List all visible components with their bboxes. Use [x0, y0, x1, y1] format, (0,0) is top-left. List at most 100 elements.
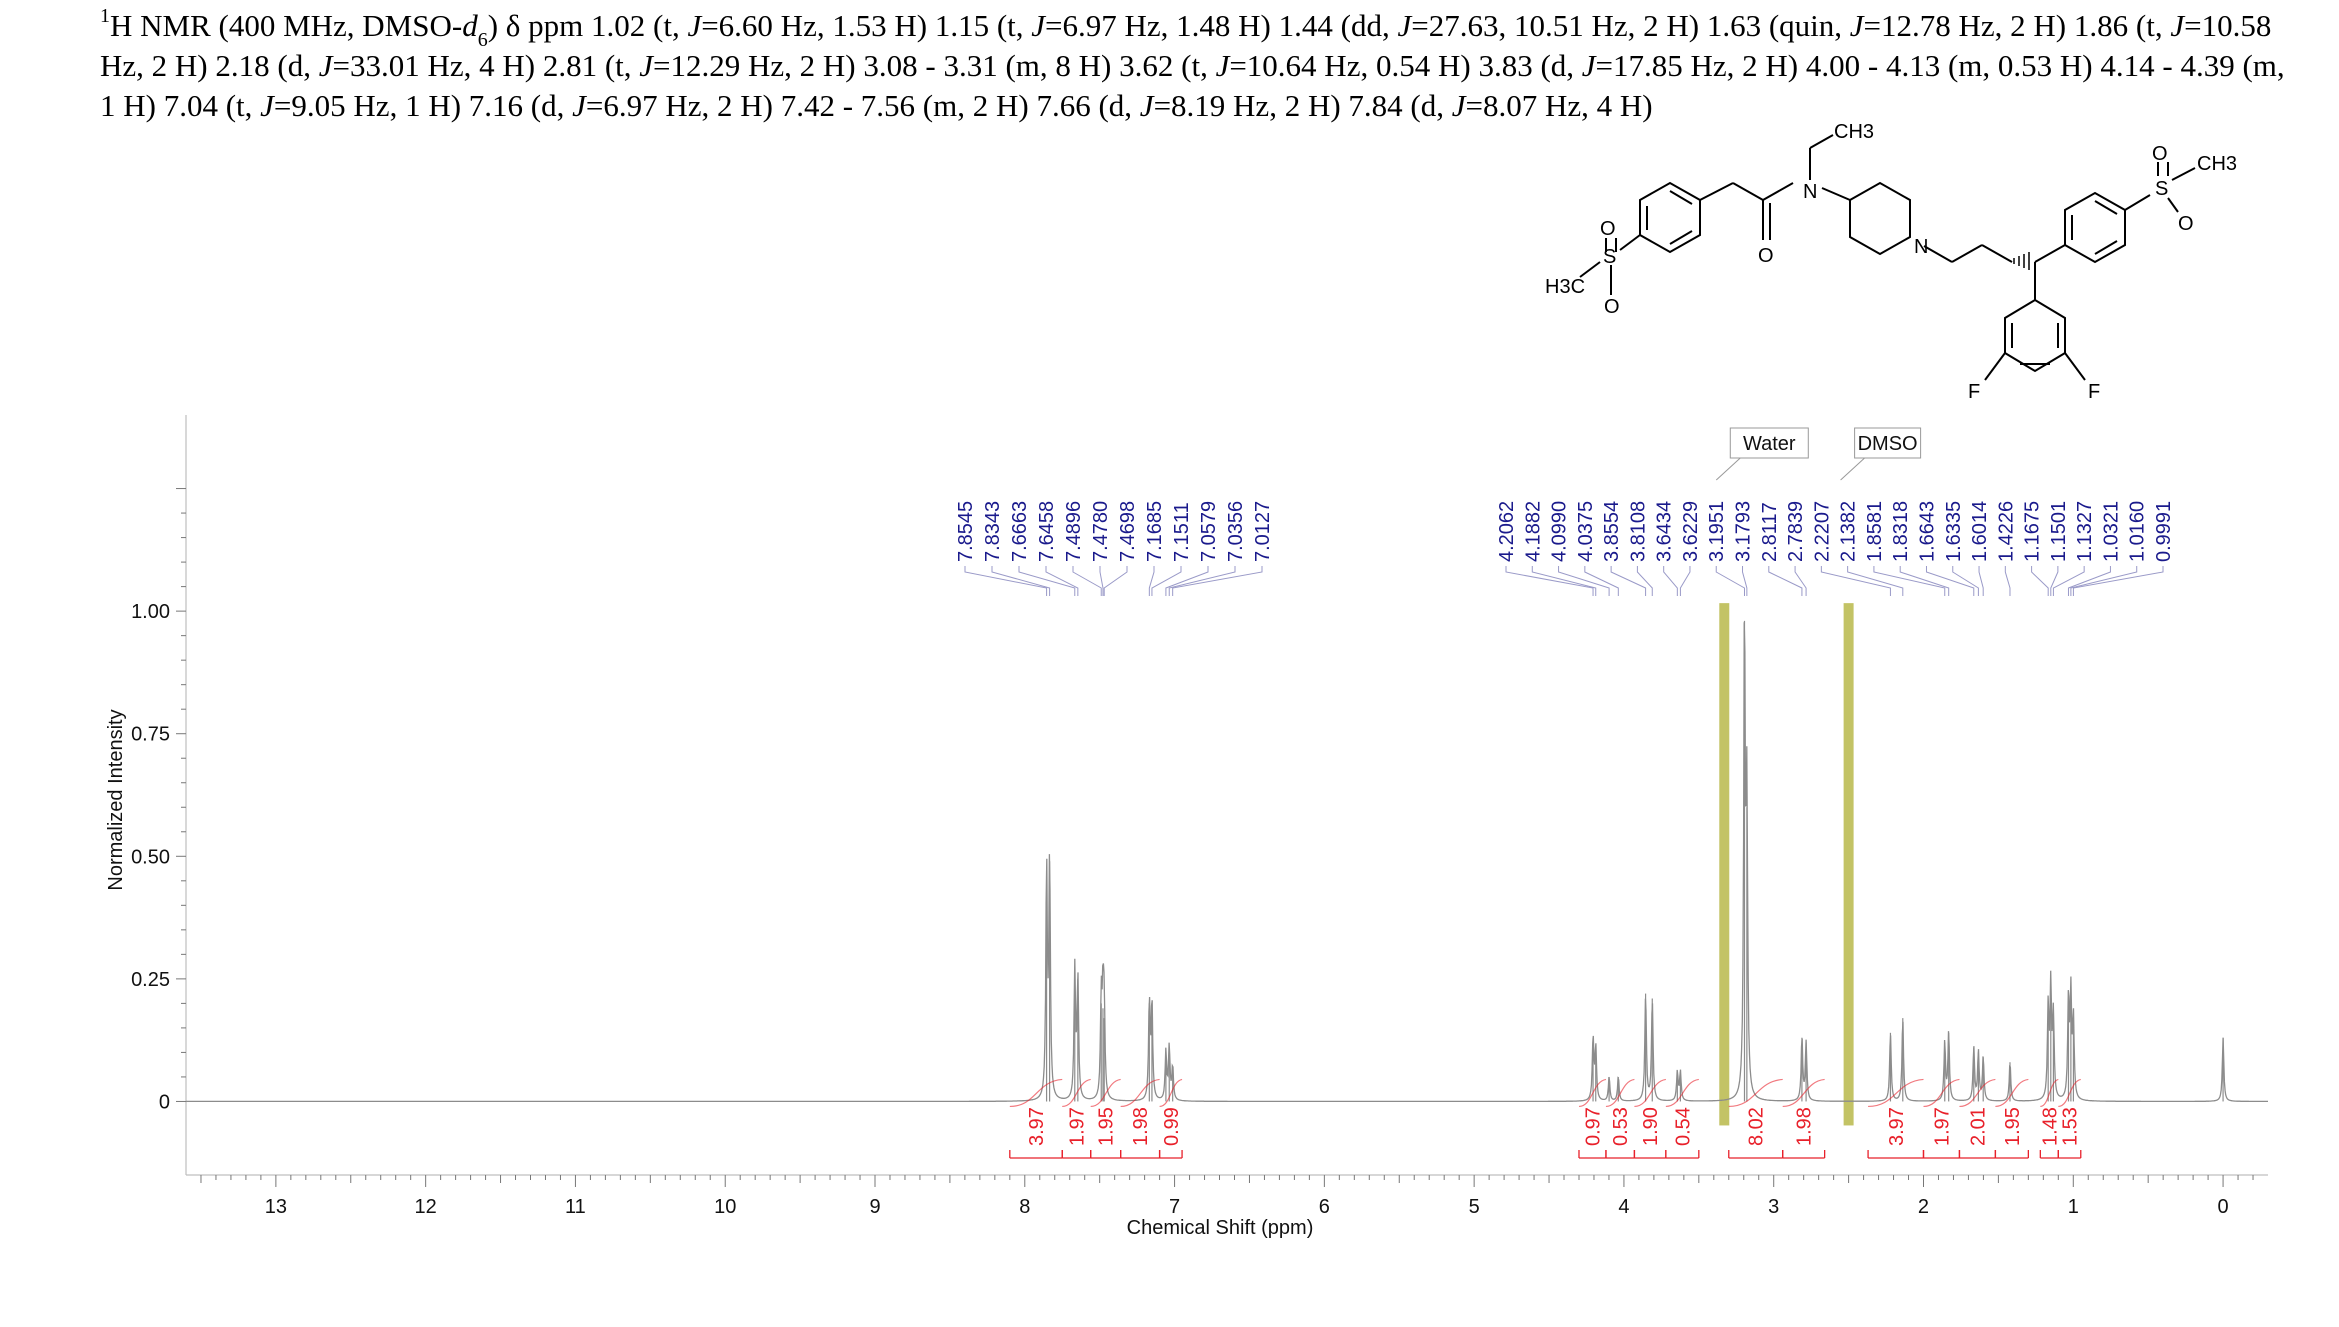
peak-label: 4.0990: [1549, 501, 1571, 562]
peak-list-j-label: J: [1451, 88, 1466, 123]
bond: [2167, 197, 2179, 213]
peak-list-j-value: =12.78 Hz: [1863, 8, 1995, 43]
integral-curve: [1782, 1078, 1825, 1108]
integral-value: 0.54: [1672, 1107, 1694, 1146]
nucleus-mass-number: 1: [100, 5, 110, 27]
x-tick-label: 10: [714, 1196, 736, 1218]
peak-list-shift: 3.08 - 3.31 (m: [863, 48, 1040, 83]
peak-list-entry: 1.02 (t, J=6.60 Hz, 1.53 H): [591, 8, 935, 43]
peak-list-entry: 7.42 - 7.56 (m, 2 H): [781, 88, 1037, 123]
aromatic-bond: [1669, 230, 1693, 245]
peak-label-leader: [2052, 566, 2085, 596]
bond: [1951, 244, 1983, 263]
integral-value: 1.97: [1931, 1107, 1953, 1146]
peak-list-shift: 3.62 (t: [1119, 48, 1201, 83]
x-tick-label: 5: [1469, 1196, 1480, 1218]
aromatic-bond: [2094, 200, 2118, 215]
peak-label-leader: [1715, 566, 1745, 596]
bond: [1923, 245, 1953, 263]
peak-label: 1.0321: [2100, 501, 2122, 562]
molecule-structure: [1579, 134, 2196, 381]
peak-list-j-label: J: [260, 88, 274, 123]
peak-list-hydrogens: , 2 H): [784, 48, 864, 83]
bond: [1981, 244, 2013, 263]
peak-list-hydrogens: , 1.53 H): [816, 8, 935, 43]
peak-label: 7.8545: [955, 501, 977, 562]
peak-list-shift: 7.42 - 7.56 (m: [780, 88, 958, 123]
peak-list-hydrogens: , 2 H): [136, 48, 216, 83]
peak-list-entry: 1.86 (t, J=10.58 Hz, 2 H): [100, 8, 2272, 83]
atom-label-s-left: S: [1603, 246, 1616, 268]
bond: [1809, 134, 1834, 149]
atom-label-n-piperidine: N: [1914, 236, 1928, 258]
peak-list-hydrogens: , 1 H): [100, 48, 2285, 123]
peak-list-shift: 7.84 (d: [1348, 88, 1437, 123]
peak-label: 1.6014: [1969, 501, 1991, 562]
bond: [1619, 234, 1641, 251]
integral-value: 0.53: [1610, 1107, 1632, 1146]
peak-list-j-label: J: [1849, 8, 1864, 43]
peak-label-leader: [1558, 566, 1610, 596]
x-tick-label: 4: [1618, 1196, 1629, 1218]
integral-value: 2.01: [1967, 1107, 1989, 1146]
integral-curve: [1868, 1078, 1924, 1108]
solvent-label-leader: [1715, 457, 1741, 481]
peak-list-j-label: J: [1031, 8, 1046, 43]
peak-label-leader: [1151, 566, 1182, 596]
y-tick-label: 0.25: [131, 969, 170, 991]
peak-list-hydrogens: , 1 H): [389, 88, 469, 123]
peak-label-leader: [1742, 566, 1748, 596]
integral-value: 3.97: [1886, 1107, 1908, 1146]
peak-label-leader: [1018, 566, 1076, 596]
peak-list-entry: 3.62 (t, J=10.64 Hz, 0.54 H): [1119, 48, 1479, 83]
peak-list-entry: 2.81 (t, J=12.29 Hz, 2 H): [542, 48, 864, 83]
peak-list-entry: 4.14 - 4.39 (m , 1 H): [100, 48, 2285, 123]
peak-label-leader: [1531, 566, 1597, 596]
peak-label: 7.8343: [982, 501, 1004, 562]
peak-list-shift: 4.00 - 4.13 (m: [1805, 48, 1983, 83]
peak-list-entry: 7.84 (d, J=8.07 Hz, 4 H): [1348, 88, 1653, 123]
integral-curve: [1728, 1078, 1783, 1108]
integral-curve: [1605, 1078, 1635, 1108]
atom-label-h3c: H3C: [1545, 276, 1585, 298]
peak-label: 7.4780: [1090, 501, 1112, 562]
peak-list-hydrogens: , 4 H): [1581, 88, 1653, 123]
peak-list-j-label: J: [639, 48, 654, 83]
solvent-subscript: 6: [477, 29, 488, 51]
peak-label: 3.6229: [1680, 501, 1702, 562]
peak-list-j-label: J: [1215, 48, 1230, 83]
peak-label-leader: [1148, 566, 1155, 596]
integral-curve: [1634, 1078, 1667, 1108]
peak-list-entry: 7.04 (t, J=9.05 Hz, 1 H): [163, 88, 469, 123]
peak-label-leader: [1045, 566, 1079, 596]
bond: [2124, 194, 2151, 211]
peak-label-leader: [1925, 566, 1975, 596]
x-tick-label: 12: [415, 1196, 437, 1218]
peak-label: 4.2062: [1496, 501, 1518, 562]
spectrum-trace-group: [186, 620, 2268, 1103]
peak-label: 3.6434: [1654, 501, 1676, 562]
peak-list-j-label: J: [1581, 48, 1596, 83]
plot-frame: [185, 415, 2268, 1176]
header-nucleus-text: H NMR (400 MHz, DMSO-: [110, 8, 463, 43]
solvent-label: DMSO: [1858, 433, 1918, 455]
peak-label: 1.8581: [1864, 501, 1886, 562]
piperidine-ring: [1849, 181, 1911, 256]
peak-label: 3.8554: [1601, 501, 1623, 562]
peak-label-leader: [1768, 566, 1803, 596]
x-tick-label: 11: [565, 1196, 586, 1218]
peak-list-j-label: J: [687, 8, 702, 43]
peak-list-entry: 7.16 (d, J=6.97 Hz, 2 H): [468, 88, 781, 123]
x-tick-label: 6: [1319, 1196, 1330, 1218]
atom-label-ch3-ethyl: CH3: [1834, 121, 1874, 143]
y-tick-label: 0: [159, 1091, 170, 1113]
peak-label-leader: [1820, 566, 1891, 596]
integral-value: 8.02: [1746, 1107, 1768, 1146]
peak-list-j-label: J: [318, 48, 333, 83]
peak-label-leader: [1636, 566, 1653, 596]
axes-group: 13 12 11 10 9 8 7 6 5 4 3 2 1 01.000.750.500.250: [131, 488, 2254, 1218]
peak-list-shift: 1.44 (dd: [1278, 8, 1382, 43]
bond: [1821, 187, 1851, 201]
peak-label: 7.0579: [1198, 501, 1220, 562]
